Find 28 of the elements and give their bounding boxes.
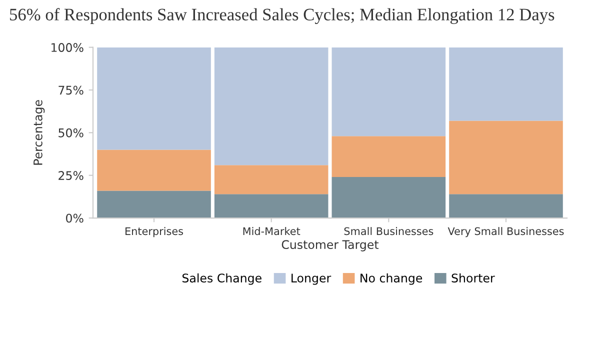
legend-title: Sales Change [182,273,262,285]
bar [449,47,563,121]
bar [97,47,211,150]
x-tick-label: Very Small Businesses [448,227,564,238]
bar [449,120,563,194]
bar [97,150,211,191]
y-axis-title: Percentage [34,100,45,165]
chart-title: 56% of Respondents Saw Increased Sales Cycles; Median Elongation 12 Days [10,8,554,24]
bar [214,194,328,218]
y-tick-label: 100% [52,43,84,52]
bar [332,47,446,136]
x-tick-label: Mid-Market [243,227,300,236]
legend-label: Longer [292,274,332,285]
bar [449,194,563,218]
y-tick-label: 75% [58,86,84,95]
bar [97,190,211,218]
y-tick-label: 0% [66,214,84,223]
bar [332,136,446,178]
legend-label: Shorter [452,273,495,283]
bar [214,165,328,194]
y-tick-label: 50% [58,128,84,138]
x-axis-title: Customer Target [282,240,379,252]
bar [214,47,328,166]
legend-label: No change [360,273,422,285]
bar [332,177,446,218]
x-tick-label: Enterprises [126,227,184,238]
y-tick-label: 25% [58,171,84,180]
x-tick-label: Small Businesses [344,227,434,236]
